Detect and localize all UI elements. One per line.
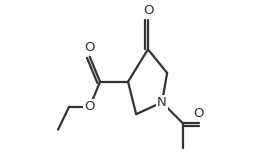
Text: O: O <box>143 4 154 17</box>
Text: O: O <box>194 107 204 120</box>
Text: O: O <box>84 41 95 54</box>
Text: O: O <box>84 100 95 113</box>
Text: N: N <box>157 96 167 109</box>
